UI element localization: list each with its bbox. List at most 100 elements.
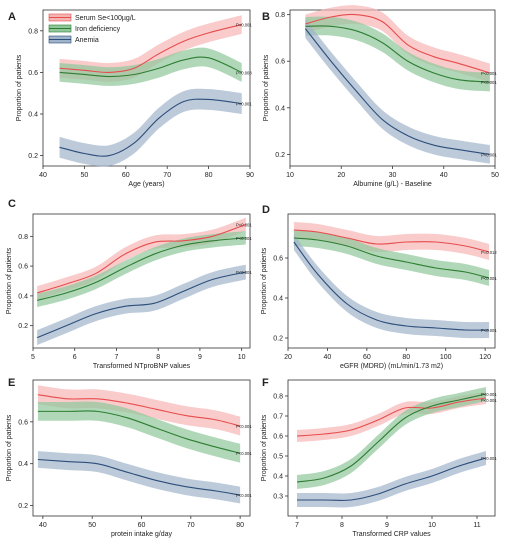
band-iron — [37, 231, 246, 308]
line-iron — [293, 237, 490, 279]
x-tick-label: 30 — [389, 172, 397, 179]
x-tick-label: 9 — [198, 354, 202, 361]
x-tick-label: 70 — [187, 522, 195, 529]
y-tick-label: 0.4 — [273, 296, 283, 303]
line-anemia — [304, 28, 490, 155]
panel-d: D 0.2 0.4 0.6 20 40 60 80 100 120 eGFR (MDRD) (mL/… — [261, 204, 497, 370]
x-axis-label: eGFR (MDRD) (mL/min/1.73 m2) — [340, 363, 443, 370]
x-tick-label: 70 — [163, 172, 171, 179]
x-tick-label: 40 — [440, 172, 448, 179]
y-tick-label: 0.3 — [273, 494, 283, 501]
x-tick-label: 40 — [39, 522, 47, 529]
x-tick-label: 10 — [428, 522, 436, 529]
confidence-bands — [37, 385, 241, 504]
band-anemia — [297, 451, 486, 508]
y-tick-label: 0.2 — [273, 336, 283, 343]
p-value-anemia: P<0.001 — [236, 270, 252, 275]
plot-frame — [42, 9, 251, 167]
line-anemia — [37, 458, 241, 496]
band-anemia — [59, 88, 242, 167]
line-anemia — [59, 98, 242, 157]
y-tick-label: 0.8 — [28, 28, 38, 35]
line-iron — [296, 393, 487, 483]
y-tick-label: 0.4 — [28, 112, 38, 119]
line-iron — [305, 25, 490, 83]
y-tick-label: 0.7 — [273, 414, 283, 421]
plot-frame — [287, 213, 496, 349]
y-axis-label: Proportion of patients — [261, 247, 268, 314]
x-tick-label: 50 — [81, 172, 89, 179]
y-tick-label: 0.4 — [275, 105, 285, 112]
line-serum — [59, 24, 242, 73]
p-value-iron: P<0.001 — [236, 236, 252, 241]
line-anemia — [36, 271, 246, 339]
p-value-serum: P<0.001 — [481, 71, 497, 76]
line-serum — [37, 394, 241, 427]
y-tick-label: 0.2 — [28, 153, 38, 160]
band-anemia — [37, 451, 241, 504]
line-iron — [37, 410, 241, 454]
band-iron — [37, 401, 241, 463]
p-value-anemia: P<0.001 — [481, 456, 497, 461]
p-value-serum: P<0.001 — [236, 424, 252, 429]
p-value-serum: P<0.001 — [236, 222, 252, 227]
band-anemia — [293, 234, 490, 339]
x-axis-label: protein intake g/day — [111, 531, 173, 538]
panel-label: A — [8, 11, 16, 23]
y-tick-label: 0.6 — [28, 70, 38, 77]
x-tick-label: 6 — [73, 354, 77, 361]
y-tick-label: 0.6 — [273, 434, 283, 441]
x-tick-label: 40 — [324, 354, 332, 361]
panel-c: C 0.2 0.4 0.6 0.8 5 6 7 8 9 10 Transformed NTproBNP… — [6, 198, 252, 370]
y-tick-label: 0.2 — [18, 323, 28, 330]
x-tick-label: 60 — [363, 354, 371, 361]
y-tick-label: 0.4 — [18, 293, 28, 300]
y-tick-label: 0.6 — [18, 419, 28, 426]
series-lines — [304, 13, 491, 155]
series-lines — [36, 223, 247, 339]
x-tick-label: 50 — [491, 172, 499, 179]
p-value-iron: P<0.001 — [236, 451, 252, 456]
x-axis-label: Age (years) — [128, 181, 164, 188]
x-tick-label: 60 — [122, 172, 130, 179]
confidence-bands — [37, 217, 246, 346]
p-value-anemia: P<0.001 — [481, 152, 497, 157]
x-tick-label: 11 — [473, 522, 480, 529]
y-axis-label: Proportion of patients — [16, 54, 23, 121]
x-tick-label: 100 — [440, 354, 452, 361]
y-tick-label: 0.4 — [18, 461, 28, 468]
y-tick-label: 0.4 — [273, 474, 283, 481]
x-tick-label: 8 — [156, 354, 160, 361]
line-anemia — [293, 241, 490, 331]
legend: Serum Se<100µg/L Iron deficiency Anemia — [48, 13, 136, 44]
x-tick-label: 80 — [236, 522, 244, 529]
x-axis-label: Transformed NTproBNP values — [93, 363, 191, 370]
x-tick-label: 9 — [385, 522, 389, 529]
band-iron — [293, 230, 490, 286]
panel-label: E — [8, 377, 15, 389]
series-lines — [293, 229, 490, 331]
x-tick-label: 80 — [402, 354, 410, 361]
x-tick-label: 8 — [340, 522, 344, 529]
panel-label: F — [262, 377, 269, 389]
panel-label: B — [262, 11, 270, 23]
x-tick-label: 50 — [88, 522, 96, 529]
y-tick-label: 0.6 — [18, 264, 28, 271]
band-serum — [305, 5, 490, 83]
y-axis-label: Proportion of patients — [261, 414, 268, 481]
y-tick-label: 0.6 — [273, 256, 283, 263]
panel-a: A 0.2 0.4 0.6 0.8 40 50 60 70 80 90 Age (years) Prop… — [8, 9, 254, 188]
series-lines — [59, 24, 242, 157]
panel-label: D — [262, 204, 270, 216]
x-tick-label: 40 — [39, 172, 47, 179]
x-tick-label: 60 — [138, 522, 146, 529]
x-axis-label: Transformed CRP values — [352, 531, 431, 538]
band-iron — [297, 387, 486, 489]
y-tick-label: 0.8 — [275, 12, 285, 19]
band-anemia — [305, 19, 490, 164]
series-lines — [296, 393, 487, 501]
line-serum — [305, 13, 491, 74]
line-serum — [37, 223, 247, 294]
p-value-iron: P<0.001 — [481, 276, 497, 281]
x-tick-label: 120 — [479, 354, 491, 361]
